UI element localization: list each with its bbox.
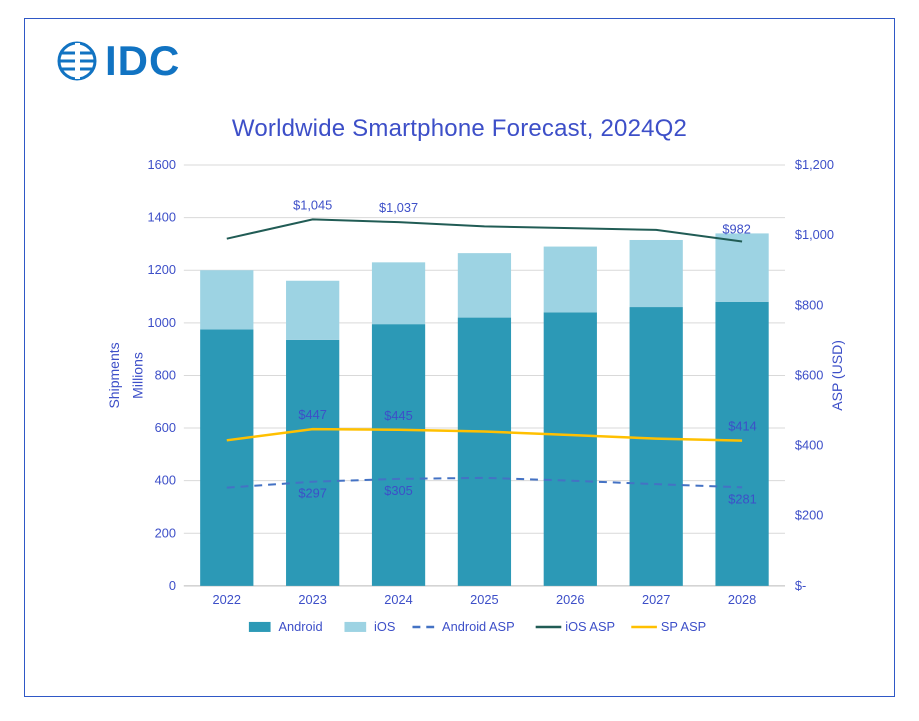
left-axis-title: Shipments	[106, 342, 122, 408]
legend-label: Android	[278, 619, 322, 634]
right-tick: $200	[795, 508, 823, 523]
left-tick: 1200	[147, 262, 175, 277]
legend-label: iOS ASP	[565, 619, 615, 634]
bar-android	[715, 302, 768, 586]
bar-ios	[630, 240, 683, 307]
legend-swatch	[249, 622, 271, 632]
data-label: $1,045	[293, 197, 332, 212]
right-tick: $400	[795, 437, 823, 452]
left-axis-subtitle: Millions	[130, 352, 146, 399]
chart-title: Worldwide Smartphone Forecast, 2024Q2	[25, 115, 894, 143]
line-ios-asp	[227, 219, 742, 241]
left-tick: 800	[155, 367, 176, 382]
bar-android	[458, 318, 511, 586]
bar-ios	[544, 247, 597, 313]
left-tick: 0	[169, 578, 176, 593]
left-tick: 1400	[147, 210, 175, 225]
data-label: $1,037	[379, 200, 418, 215]
data-label: $414	[728, 419, 756, 434]
bar-android	[372, 324, 425, 586]
data-label: $982	[722, 221, 750, 236]
bar-ios	[200, 270, 253, 329]
data-label: $305	[384, 483, 412, 498]
bar-ios	[715, 233, 768, 301]
x-tick: 2027	[642, 592, 670, 607]
x-tick: 2022	[213, 592, 241, 607]
x-tick: 2024	[384, 592, 412, 607]
data-label: $297	[298, 486, 326, 501]
legend-label: SP ASP	[661, 619, 706, 634]
bar-android	[200, 329, 253, 585]
left-tick: 600	[155, 420, 176, 435]
chart-frame: IDC Worldwide Smartphone Forecast, 2024Q…	[24, 18, 895, 697]
left-tick: 1600	[147, 157, 175, 172]
bar-android	[286, 340, 339, 586]
x-tick: 2025	[470, 592, 498, 607]
bar-ios	[458, 253, 511, 317]
data-label: $445	[384, 408, 412, 423]
bar-ios	[286, 281, 339, 340]
data-label: $447	[298, 407, 326, 422]
data-label: $281	[728, 491, 756, 506]
right-axis-title: ASP (USD)	[829, 340, 845, 411]
idc-logo: IDC	[55, 37, 180, 85]
bar-android	[630, 307, 683, 586]
bar-ios	[372, 262, 425, 324]
x-tick: 2028	[728, 592, 756, 607]
right-tick: $1,200	[795, 157, 834, 172]
x-tick: 2023	[298, 592, 326, 607]
idc-logo-text: IDC	[105, 37, 180, 85]
right-tick: $-	[795, 578, 806, 593]
bar-android	[544, 312, 597, 586]
legend-swatch	[344, 622, 366, 632]
legend-label: iOS	[374, 619, 396, 634]
left-tick: 400	[155, 473, 176, 488]
right-tick: $600	[795, 367, 823, 382]
right-tick: $1,000	[795, 227, 834, 242]
legend-label: Android ASP	[442, 619, 515, 634]
idc-globe-icon	[55, 39, 99, 83]
right-tick: $800	[795, 297, 823, 312]
left-tick: 200	[155, 525, 176, 540]
left-tick: 1000	[147, 315, 175, 330]
chart-area: 0 200 400 600 800 1000 1200 1400 1600 $- $200 $400 $…	[105, 155, 854, 656]
x-tick: 2026	[556, 592, 584, 607]
